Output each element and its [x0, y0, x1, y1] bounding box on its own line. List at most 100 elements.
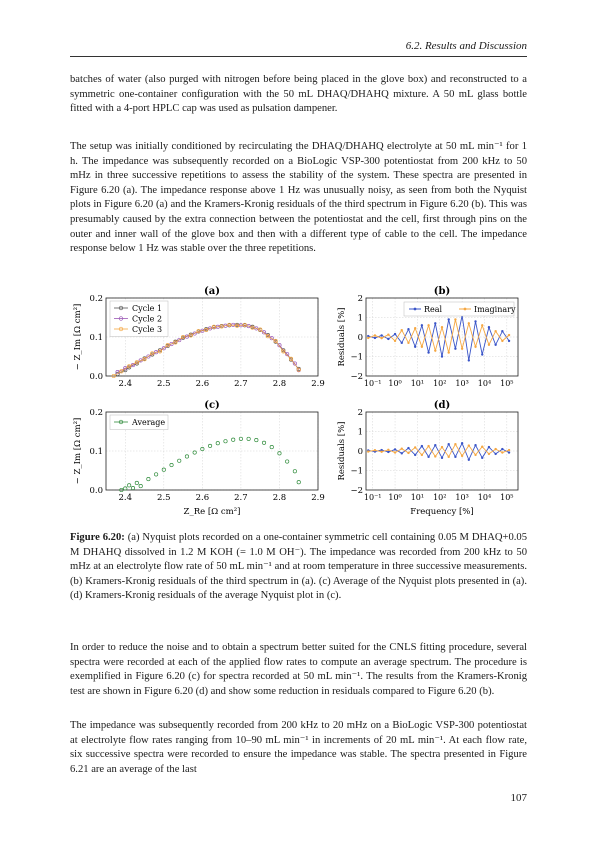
data-point	[400, 452, 403, 455]
data-point	[420, 345, 424, 348]
data-point	[420, 453, 424, 457]
data-point	[407, 341, 410, 345]
data-point	[296, 367, 301, 372]
x-tick-label: 2.5	[157, 493, 171, 503]
x-tick-label: 10⁴	[478, 379, 491, 388]
data-point	[130, 486, 136, 491]
data-point	[150, 351, 155, 356]
x-tick-label: 2.6	[196, 379, 210, 389]
data-point	[427, 455, 430, 459]
y-tick-label: 0.2	[89, 294, 103, 304]
y-tick-label: 0.1	[89, 447, 103, 457]
data-point	[400, 328, 403, 332]
data-point	[380, 450, 383, 453]
data-point	[420, 444, 424, 448]
data-point	[440, 456, 444, 460]
data-point	[173, 340, 178, 345]
data-point	[501, 339, 504, 343]
y-tick-label: −1	[350, 467, 363, 477]
data-point	[487, 343, 491, 346]
data-point	[211, 324, 216, 329]
data-point	[157, 349, 163, 354]
data-point	[281, 349, 286, 354]
data-point	[454, 455, 457, 459]
data-point	[208, 326, 213, 331]
data-point	[407, 328, 410, 331]
data-point	[434, 443, 437, 447]
y-tick-label: 2	[358, 408, 363, 418]
panel-label: (d)	[434, 400, 450, 411]
x-tick-label: 2.6	[196, 493, 210, 503]
data-point	[123, 366, 128, 371]
data-point	[434, 349, 437, 352]
data-point	[235, 323, 240, 328]
data-point	[481, 353, 484, 356]
data-point	[169, 341, 174, 347]
data-point	[474, 345, 477, 348]
legend-entry: Average	[131, 418, 165, 427]
figure-6-20: (a) 2.4 2.5 2.6 2.7 2.8 2.9 0.0 0.1 0.2 − Z_Im [Ω …	[70, 282, 527, 527]
data-point	[373, 334, 377, 337]
y-tick-label: 2	[358, 294, 363, 304]
y-axis-label: − Z_Im [Ω cm²]	[73, 304, 83, 371]
data-point	[467, 444, 471, 447]
x-tick-label: 2.7	[234, 493, 248, 503]
data-point	[393, 339, 397, 343]
data-point	[400, 447, 403, 450]
data-point	[440, 326, 444, 329]
panel-b-residuals: (b) −2 −1 0 1 2 10⁻¹ 10⁰ 10¹ 10² 10³ 10⁴ 10⁵ Residual…	[337, 286, 519, 388]
y-tick-label: 0	[358, 333, 363, 343]
data-point	[146, 477, 151, 482]
data-point	[447, 351, 450, 354]
data-point	[427, 444, 430, 448]
x-tick-label: 2.9	[311, 379, 325, 389]
x-tick-label: 2.7	[234, 379, 248, 389]
y-tick-label: 0.0	[89, 486, 103, 496]
data-point	[427, 351, 430, 354]
data-point	[196, 329, 201, 334]
data-point	[146, 354, 151, 359]
data-point	[238, 436, 243, 441]
data-point	[440, 445, 444, 449]
legend-entry: Cycle 1	[132, 304, 162, 313]
data-point	[494, 452, 497, 456]
data-point	[277, 451, 282, 456]
data-point	[387, 448, 390, 452]
data-point	[481, 445, 484, 448]
x-tick-label: 10²	[433, 379, 446, 388]
data-point	[142, 357, 147, 362]
data-point	[367, 450, 370, 453]
data-point	[467, 322, 471, 325]
data-point	[434, 322, 437, 325]
x-tick-label: 10⁻¹	[364, 493, 382, 502]
panel-label: (a)	[204, 286, 220, 297]
legend-swatch-marker	[118, 305, 124, 311]
x-tick-label: 10¹	[411, 493, 424, 502]
x-tick-label: 10⁻¹	[364, 379, 382, 388]
figure-caption: Figure 6.20: (a) Nyquist plots recorded …	[70, 531, 527, 604]
plot-frame	[365, 411, 519, 491]
data-point	[460, 442, 464, 445]
data-point	[481, 324, 484, 327]
data-point	[467, 359, 471, 362]
data-point	[373, 336, 377, 340]
legend-swatch-marker	[118, 419, 124, 425]
data-point	[281, 348, 286, 353]
x-axis-label: Z_Re [Ω cm²]	[184, 507, 241, 517]
panel-c-nyquist-average: (c) 2.4 2.5 2.6 2.7 2.8 2.9 0.0 0.1 0.2 − Z_Im [Ω …	[73, 400, 325, 517]
legend-entry: Imaginary	[474, 305, 516, 314]
y-tick-label: 0	[358, 447, 363, 457]
x-tick-label: 2.8	[273, 379, 287, 389]
y-axis-label: Residuals [%]	[337, 308, 347, 367]
data-point	[192, 450, 197, 455]
data-point	[454, 318, 457, 321]
data-point	[285, 459, 290, 464]
panel-a-nyquist: (a) 2.4 2.5 2.6 2.7 2.8 2.9 0.0 0.1 0.2 − Z_Im [Ω …	[73, 286, 325, 389]
data-point	[250, 325, 255, 330]
y-tick-label: 0.1	[89, 333, 103, 343]
data-point	[161, 467, 166, 472]
data-point	[487, 445, 491, 449]
paragraph-1: batches of water (also purged with nitro…	[70, 74, 527, 115]
data-point	[494, 343, 497, 346]
data-point	[169, 462, 174, 468]
